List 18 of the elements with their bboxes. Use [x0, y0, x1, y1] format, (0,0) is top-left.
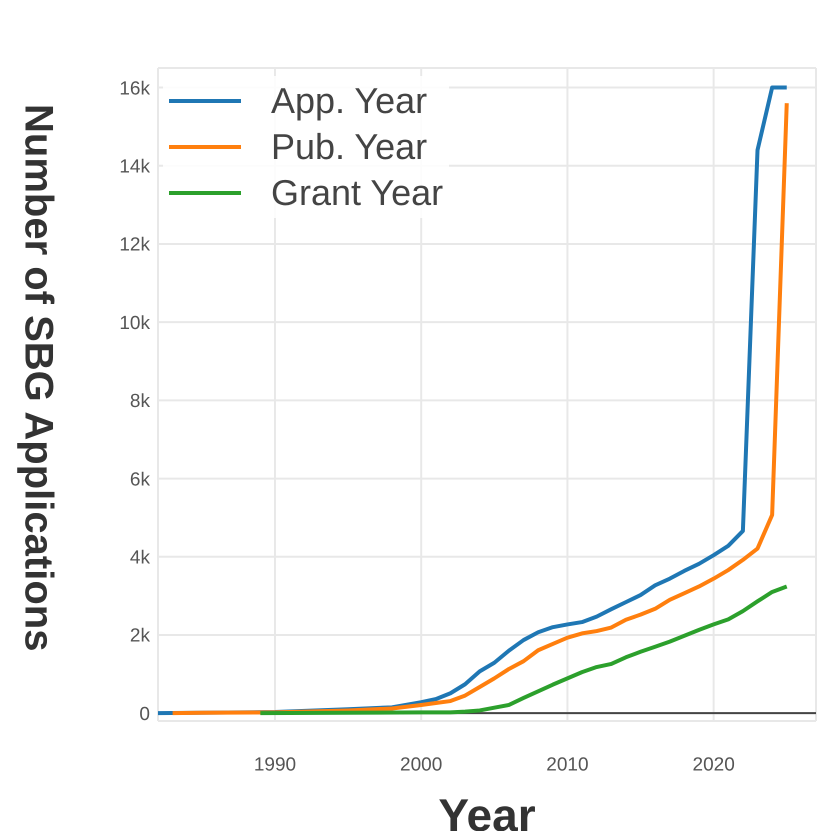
- y-axis-title: Number of SBG Applications: [16, 104, 60, 652]
- line-series: [258, 584, 789, 716]
- y-tick-label: 12k: [119, 234, 150, 256]
- legend-label: App. Year: [271, 80, 428, 122]
- x-tick-label: 2000: [400, 754, 442, 776]
- y-tick-label: 14k: [119, 156, 150, 178]
- y-tick-label: 2k: [130, 626, 150, 647]
- x-tick-label: 2010: [546, 754, 589, 776]
- x-tick-label: 2020: [692, 754, 735, 776]
- y-tick-label: 10k: [119, 312, 150, 334]
- y-tick-label: 0: [139, 704, 150, 725]
- y-tick-label: 8k: [130, 391, 150, 412]
- y-tick-label: 16k: [119, 78, 150, 100]
- y-tick-label: 6k: [130, 469, 150, 490]
- legend-label: Pub. Year: [271, 126, 428, 168]
- x-tick-label: 1990: [254, 754, 296, 776]
- y-tick-label: 4k: [130, 548, 150, 569]
- legend-label: Grant Year: [271, 172, 444, 214]
